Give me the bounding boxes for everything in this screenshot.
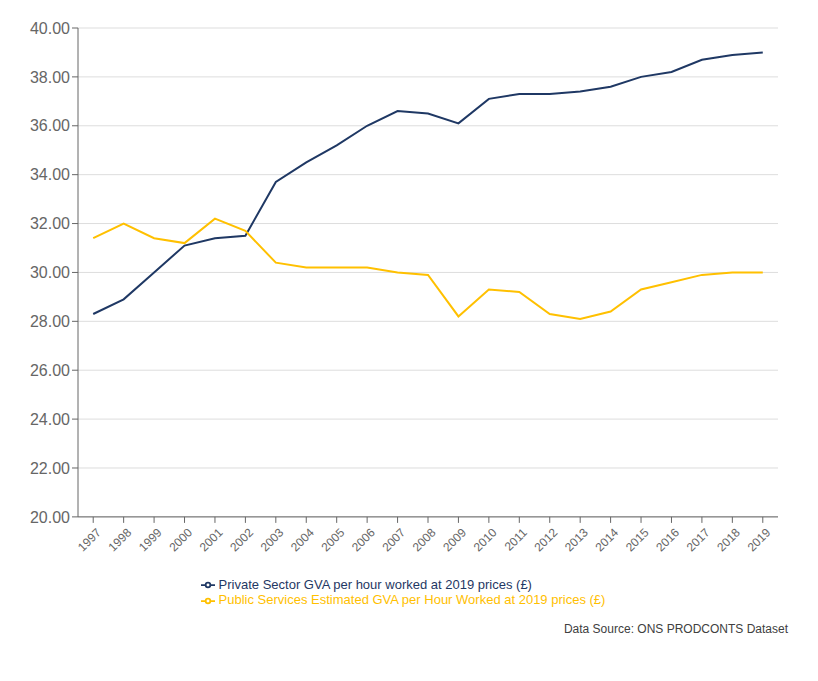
svg-text:20.00: 20.00	[30, 509, 70, 526]
svg-text:2018: 2018	[714, 525, 743, 554]
svg-text:2004: 2004	[288, 525, 317, 554]
svg-text:1999: 1999	[136, 525, 165, 554]
svg-text:2014: 2014	[592, 525, 621, 554]
svg-text:2005: 2005	[319, 525, 348, 554]
svg-text:2015: 2015	[623, 525, 652, 554]
svg-text:2019: 2019	[745, 525, 774, 554]
svg-text:32.00: 32.00	[30, 215, 70, 232]
svg-text:24.00: 24.00	[30, 411, 70, 428]
svg-text:30.00: 30.00	[30, 264, 70, 281]
svg-text:34.00: 34.00	[30, 166, 70, 183]
svg-text:2009: 2009	[440, 525, 469, 554]
svg-text:2016: 2016	[653, 525, 682, 554]
svg-text:1997: 1997	[75, 525, 104, 554]
svg-text:40.00: 40.00	[30, 20, 70, 37]
svg-text:2000: 2000	[166, 525, 195, 554]
svg-text:2008: 2008	[410, 525, 439, 554]
svg-text:26.00: 26.00	[30, 362, 70, 379]
svg-text:22.00: 22.00	[30, 460, 70, 477]
svg-text:2013: 2013	[562, 525, 591, 554]
svg-text:2017: 2017	[684, 525, 713, 554]
html-text:Private Sector GVA per hour wo: Private Sector GVA per hour worked at 20…	[218, 576, 532, 592]
svg-text:2012: 2012	[532, 525, 561, 554]
svg-text:36.00: 36.00	[30, 117, 70, 134]
svg-text:2006: 2006	[349, 525, 378, 554]
svg-text:28.00: 28.00	[30, 313, 70, 330]
svg-text:2003: 2003	[258, 525, 287, 554]
svg-text:2007: 2007	[379, 525, 408, 554]
svg-text:2011: 2011	[502, 525, 530, 553]
html-text:Data Source: ONS PRODCONTS Dat: Data Source: ONS PRODCONTS Dataset	[563, 622, 788, 636]
svg-text:2001: 2001	[197, 525, 226, 554]
svg-text:2002: 2002	[227, 525, 256, 554]
html-text:Public Services Estimated GVA: Public Services Estimated GVA per Hour W…	[218, 592, 606, 608]
svg-text:38.00: 38.00	[30, 69, 70, 86]
svg-text:2010: 2010	[471, 525, 500, 554]
svg-text:1998: 1998	[105, 525, 134, 554]
